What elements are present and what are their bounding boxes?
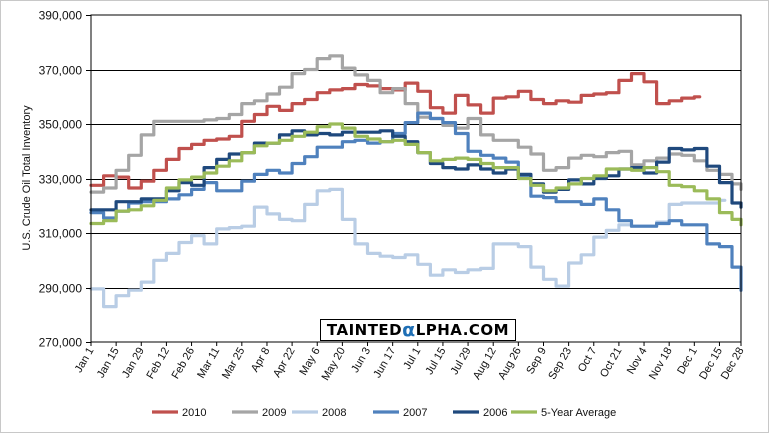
series-line-2007: [89, 111, 743, 292]
legend-label-2008: 2008: [322, 407, 346, 419]
y-axis-ticks: 270,000 290,000 310,000 330,000 350,000 370,0…: [39, 9, 91, 350]
y-tick-label: 330,000: [39, 173, 83, 187]
watermark-text-before: TAINTED: [326, 321, 403, 339]
x-tick-label: Nov 4: [625, 346, 650, 377]
x-tick-label: Feb 26: [170, 346, 198, 382]
x-tick-label: Jul 15: [423, 346, 448, 377]
x-tick-label: May 20: [320, 346, 348, 383]
x-tick-label: May 6: [297, 346, 322, 378]
watermark-logo: TAINTED α LPHA.COM: [320, 319, 516, 341]
x-tick-label: Aug 26: [496, 346, 524, 382]
legend-label-2010: 2010: [182, 407, 206, 419]
y-tick-label: 350,000: [39, 118, 83, 132]
x-tick-label: Mar 11: [195, 346, 222, 381]
series-lines: [89, 54, 743, 309]
plot-area-border: [90, 14, 742, 343]
x-tick-label: Jan 1: [73, 346, 97, 375]
x-tick-label: Mar 25: [220, 346, 248, 382]
x-tick-label: Oct 21: [598, 346, 625, 380]
x-tick-label: Feb 12: [144, 346, 172, 382]
watermark-alpha: α: [402, 318, 416, 341]
x-tick-label: Jun 17: [371, 346, 398, 381]
legend: 2010 2009 2008 2007 2006 5-Year Average: [152, 407, 616, 419]
y-tick-label: 310,000: [39, 227, 83, 241]
x-tick-label: Nov 18: [647, 346, 675, 382]
x-tick-label: Sep 9: [524, 346, 549, 377]
legend-label-5-year-average: 5-Year Average: [541, 407, 616, 419]
watermark-text-after: LPHA.COM: [415, 321, 510, 339]
x-tick-label: Jan 29: [120, 346, 147, 381]
x-tick-label: Aug 12: [471, 346, 499, 382]
x-tick-label: Oct 7: [576, 346, 600, 375]
y-tick-label: 390,000: [39, 9, 83, 23]
x-tick-label: Jul 29: [449, 346, 474, 377]
y-tick-label: 270,000: [39, 336, 83, 350]
x-tick-label: Dec 1: [675, 346, 700, 377]
y-axis-label: U.S. Crude Oil Total Inventory: [21, 105, 33, 251]
x-tick-label: Apr 8: [249, 346, 273, 375]
series-line-2008: [89, 187, 727, 309]
legend-label-2006: 2006: [483, 407, 507, 419]
x-tick-label: Sep 23: [546, 346, 574, 382]
y-tick-label: 370,000: [39, 64, 83, 78]
legend-label-2009: 2009: [262, 407, 286, 419]
x-tick-label: Jun 3: [349, 346, 373, 375]
y-tick-label: 290,000: [39, 282, 83, 296]
x-tick-label: Jul 1: [401, 346, 423, 372]
x-tick-label: Jan 15: [95, 346, 122, 381]
series-line-2010: [89, 72, 702, 190]
legend-label-2007: 2007: [403, 407, 427, 419]
x-tick-label: Apr 22: [271, 346, 298, 380]
gridlines: [91, 70, 741, 289]
series-line-5-year-average: [89, 122, 743, 227]
